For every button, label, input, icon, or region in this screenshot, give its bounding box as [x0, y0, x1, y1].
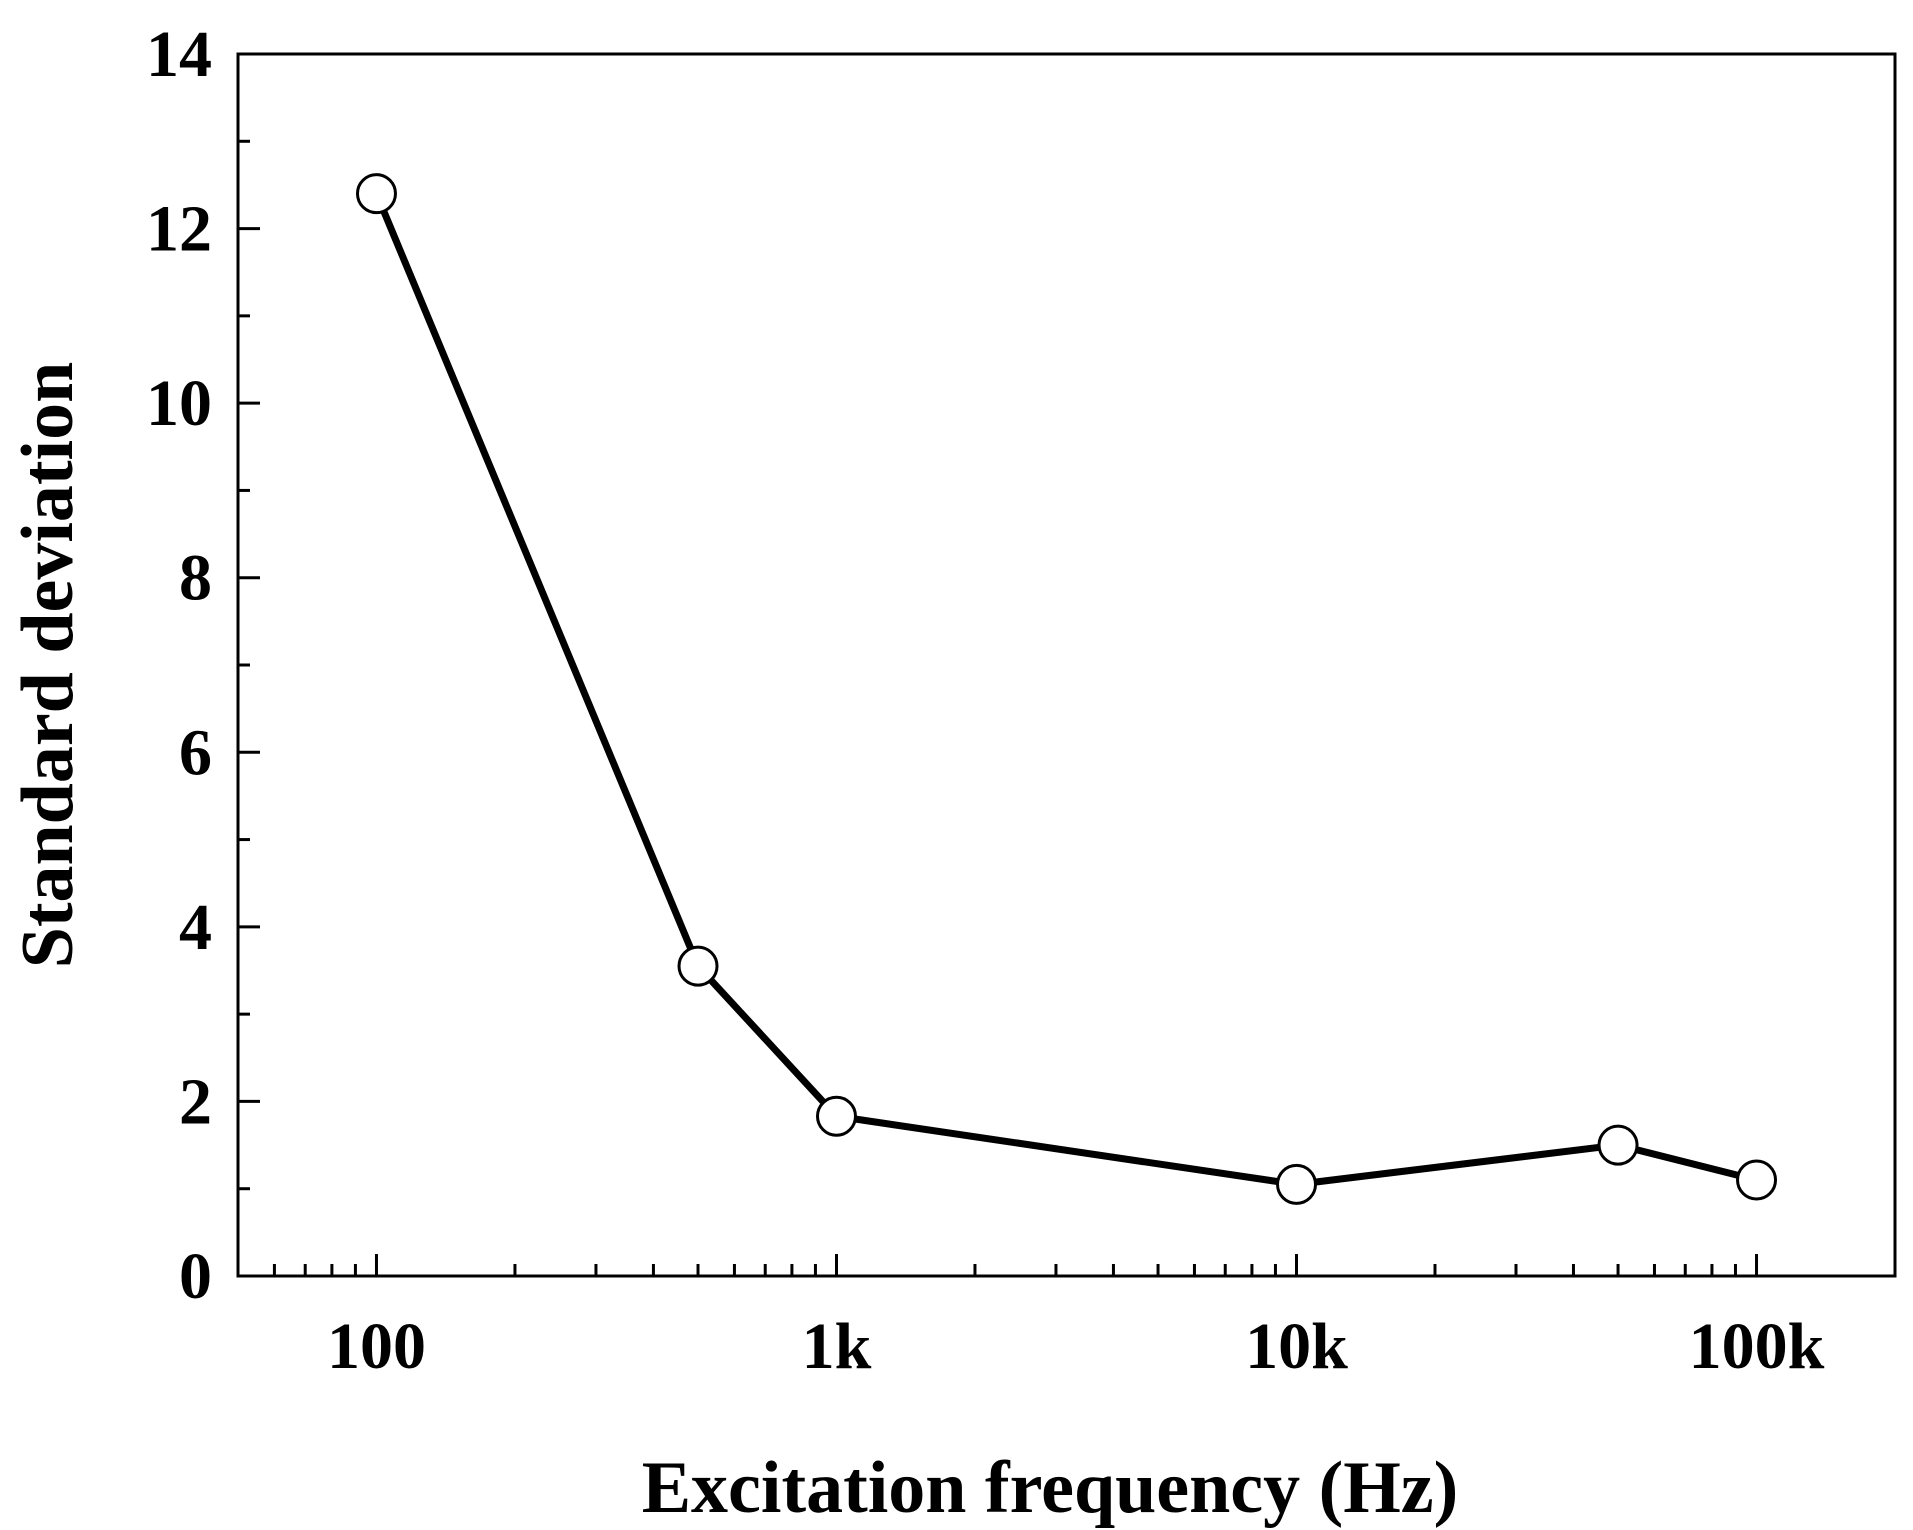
data-point [1276, 1163, 1318, 1205]
x-axis-title: Excitation frequency (Hz) [642, 1447, 1459, 1529]
y-tick-label: 4 [179, 891, 212, 964]
y-tick-label: 8 [179, 542, 212, 615]
data-point [1597, 1124, 1639, 1166]
y-tick-label: 6 [179, 716, 212, 789]
y-tick-label: 12 [146, 193, 212, 266]
x-axis: 100 1k 10k 100k [236, 1254, 1897, 1383]
data-point [1736, 1159, 1778, 1201]
y-axis-title: Standard deviation [7, 362, 89, 969]
plot-frame [236, 52, 1897, 1278]
y-tick-label: 14 [146, 18, 212, 91]
y-axis: 0 2 4 6 8 10 12 14 [146, 18, 260, 1313]
series-group [355, 173, 1778, 1205]
series-line [373, 192, 1758, 1188]
x-tick-label: 100k [1689, 1310, 1825, 1383]
x-tick-label: 100 [327, 1310, 426, 1383]
y-tick-label: 2 [179, 1065, 212, 1138]
x-tick-label: 1k [802, 1310, 872, 1383]
y-tick-label: 0 [179, 1240, 212, 1313]
data-point [355, 173, 397, 215]
data-point [815, 1095, 857, 1137]
x-tick-label: 10k [1245, 1310, 1348, 1383]
y-tick-label: 10 [146, 367, 212, 440]
data-point [677, 945, 719, 987]
